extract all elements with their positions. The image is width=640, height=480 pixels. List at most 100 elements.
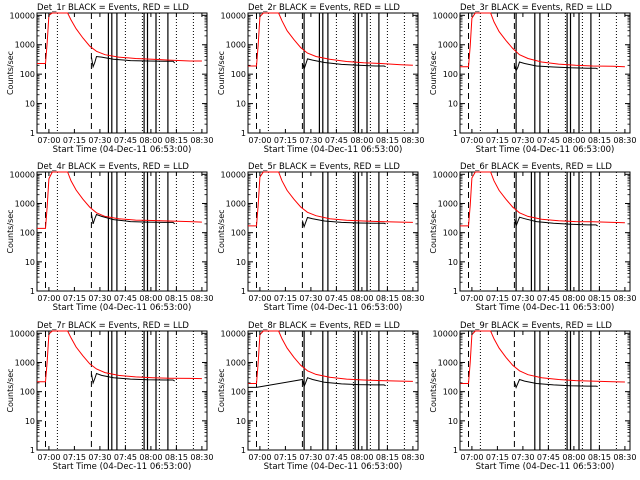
y-tick-label: 10000 [221, 170, 246, 179]
x-tick-label: 07:15 [274, 294, 297, 303]
y-tick-label: 100 [20, 70, 35, 79]
x-tick-label: 08:30 [613, 453, 636, 462]
plot-frame [247, 12, 419, 134]
x-tick-label: 08:00 [562, 294, 585, 303]
x-tick-label: 07:15 [486, 136, 509, 145]
series-events-line [90, 372, 175, 385]
panel-title: Det_9r BLACK = Events, RED = LLD [460, 321, 612, 331]
y-tick-label: 1 [241, 446, 246, 455]
x-axis-label: Start Time (04-Dec-11 06:53:00) [53, 303, 192, 313]
y-tick-label: 100 [20, 229, 35, 238]
y-tick-label: 1000 [15, 41, 35, 50]
y-tick-label: 1 [30, 287, 35, 296]
y-tick-label: 1000 [15, 199, 35, 208]
plot-frame [459, 12, 631, 134]
y-tick-label: 10000 [433, 329, 458, 338]
y-tick-label: 100 [231, 70, 246, 79]
x-tick-label: 07:00 [248, 453, 271, 462]
plot-frame [459, 330, 631, 451]
y-tick-label: 1000 [438, 358, 458, 367]
y-axis-label: Counts/sec [6, 51, 15, 95]
x-tick-label: 07:45 [537, 453, 560, 462]
x-axis-label: Start Time (04-Dec-11 06:53:00) [53, 145, 192, 155]
x-tick-label: 08:00 [350, 453, 373, 462]
x-tick-label: 07:30 [88, 294, 111, 303]
x-axis-label: Start Time (04-Dec-11 06:53:00) [264, 145, 403, 155]
x-tick-label: 07:30 [88, 453, 111, 462]
x-tick-label: 08:15 [588, 453, 611, 462]
y-tick-label: 100 [20, 388, 35, 397]
x-tick-label: 07:45 [114, 136, 137, 145]
series-lld-line [248, 330, 413, 384]
x-tick-label: 08:30 [613, 294, 636, 303]
series-lld-line [37, 330, 202, 383]
plot-frame [36, 12, 208, 134]
x-tick-label: 08:15 [165, 294, 188, 303]
panel-title: Det_2r BLACK = Events, RED = LLD [248, 3, 400, 13]
series-lld-line [460, 171, 625, 227]
x-tick-label: 08:00 [562, 136, 585, 145]
y-tick-label: 10 [25, 417, 35, 426]
x-axis-label: Start Time (04-Dec-11 06:53:00) [476, 303, 615, 313]
x-tick-label: 08:00 [350, 294, 373, 303]
y-tick-label: 1 [241, 287, 246, 296]
panel-title: Det_8r BLACK = Events, RED = LLD [248, 321, 400, 331]
x-tick-label: 07:30 [88, 136, 111, 145]
y-tick-label: 1000 [226, 41, 246, 50]
x-tick-label: 07:15 [486, 453, 509, 462]
x-tick-label: 07:45 [114, 453, 137, 462]
x-tick-label: 07:00 [37, 136, 60, 145]
x-tick-label: 07:45 [537, 294, 560, 303]
y-tick-label: 10000 [433, 170, 458, 179]
x-tick-label: 08:30 [401, 294, 424, 303]
x-tick-label: 07:00 [460, 136, 483, 145]
x-tick-label: 07:00 [248, 294, 271, 303]
y-tick-label: 1 [30, 446, 35, 455]
x-tick-label: 07:45 [114, 294, 137, 303]
x-axis-label: Start Time (04-Dec-11 06:53:00) [476, 145, 615, 155]
y-axis-label: Counts/sec [429, 209, 438, 253]
series-events-line [90, 213, 176, 225]
x-tick-label: 08:00 [139, 294, 162, 303]
x-tick-label: 07:45 [537, 136, 560, 145]
y-tick-label: 10 [236, 258, 246, 267]
y-tick-label: 10 [448, 100, 458, 109]
y-tick-label: 10000 [10, 329, 35, 338]
x-tick-label: 08:00 [350, 136, 373, 145]
y-tick-label: 1000 [438, 41, 458, 50]
series-events-line [90, 55, 176, 69]
plot-frame [247, 171, 419, 292]
series-lld-line [460, 12, 625, 68]
series-lld-line [37, 171, 202, 229]
y-tick-label: 10 [25, 258, 35, 267]
plot-frame [36, 330, 208, 451]
x-tick-label: 08:00 [139, 453, 162, 462]
y-tick-label: 10000 [10, 170, 35, 179]
series-lld-line [460, 330, 625, 384]
x-tick-label: 07:30 [511, 453, 534, 462]
y-axis-label: Counts/sec [217, 51, 226, 95]
y-axis-label: Counts/sec [217, 209, 226, 253]
x-tick-label: 08:00 [139, 136, 162, 145]
x-tick-label: 07:00 [460, 294, 483, 303]
x-tick-label: 08:30 [401, 453, 424, 462]
series-events-line [301, 58, 386, 71]
series-events-line [513, 216, 598, 228]
y-tick-label: 1000 [226, 199, 246, 208]
x-tick-label: 07:00 [460, 453, 483, 462]
x-axis-label: Start Time (04-Dec-11 06:53:00) [53, 462, 192, 472]
plot-frame [36, 171, 208, 292]
x-tick-label: 08:30 [401, 136, 424, 145]
y-tick-label: 10 [448, 417, 458, 426]
x-tick-label: 08:15 [376, 136, 399, 145]
series-events-line [248, 377, 386, 389]
y-tick-label: 1000 [15, 358, 35, 367]
series-lld-line [37, 12, 202, 64]
x-tick-label: 07:15 [63, 136, 86, 145]
y-tick-label: 10000 [221, 11, 246, 20]
x-tick-label: 08:30 [613, 136, 636, 145]
